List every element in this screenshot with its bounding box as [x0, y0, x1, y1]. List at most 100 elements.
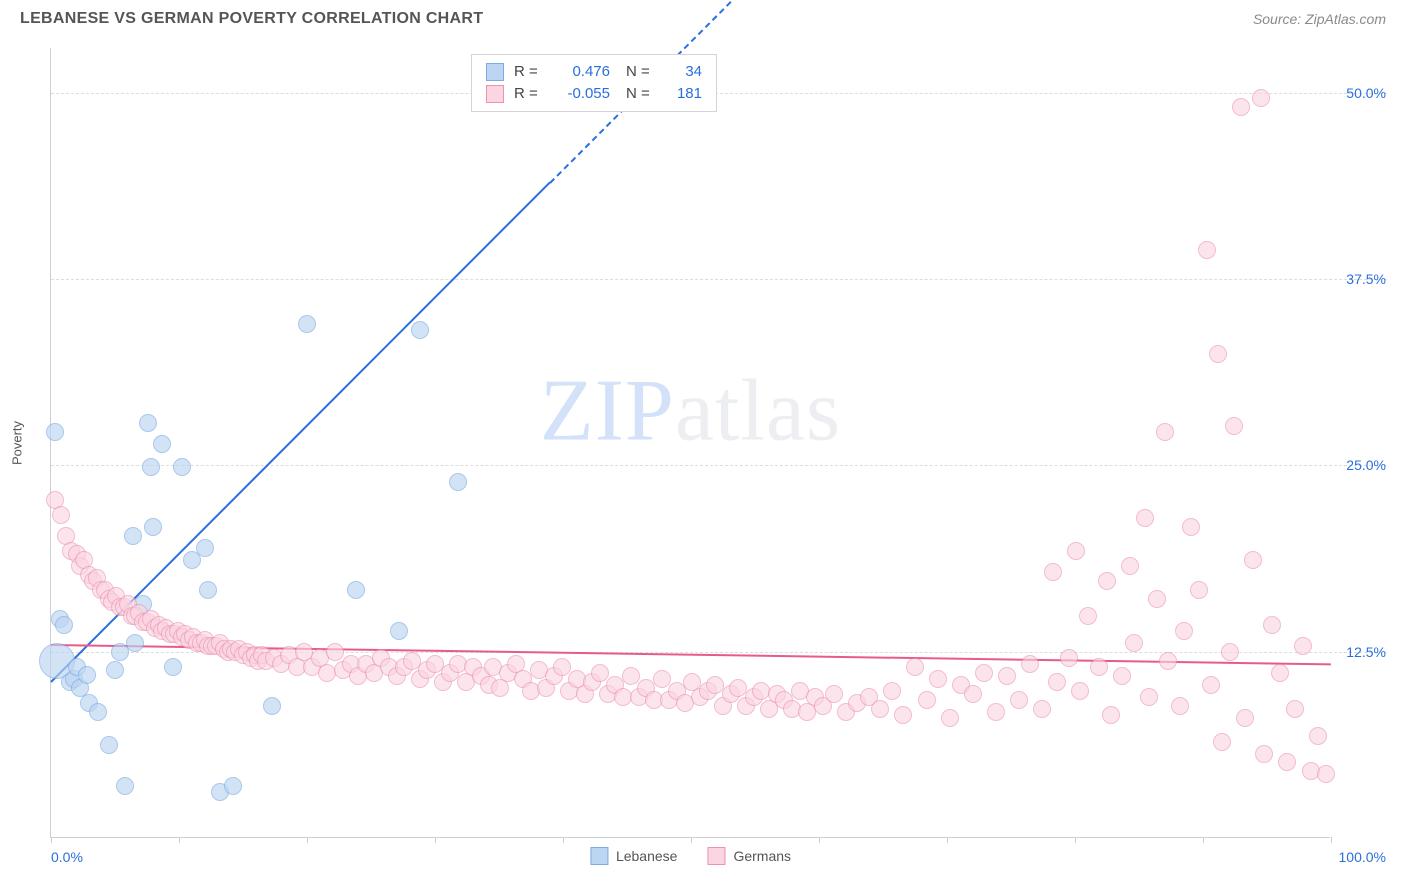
data-point-lebanese [298, 315, 316, 333]
data-point-germans [1079, 607, 1097, 625]
data-point-germans [1171, 697, 1189, 715]
data-point-lebanese [164, 658, 182, 676]
data-point-lebanese [100, 736, 118, 754]
data-point-germans [1067, 542, 1085, 560]
watermark-part2: atlas [675, 362, 841, 459]
data-point-germans [1190, 581, 1208, 599]
data-point-germans [1252, 89, 1270, 107]
data-point-lebanese [116, 777, 134, 795]
data-point-germans [1221, 643, 1239, 661]
x-tick [179, 837, 180, 843]
data-point-germans [1148, 590, 1166, 608]
data-point-germans [906, 658, 924, 676]
data-point-germans [975, 664, 993, 682]
x-tick [307, 837, 308, 843]
legend-item-0: Lebanese [590, 847, 678, 865]
data-point-germans [998, 667, 1016, 685]
data-point-lebanese [89, 703, 107, 721]
data-point-lebanese [411, 321, 429, 339]
data-point-germans [929, 670, 947, 688]
gridline-h [51, 465, 1387, 466]
data-point-lebanese [153, 435, 171, 453]
data-point-lebanese [196, 539, 214, 557]
data-point-germans [591, 664, 609, 682]
data-point-germans [1044, 563, 1062, 581]
data-point-germans [987, 703, 1005, 721]
data-point-germans [1175, 622, 1193, 640]
data-point-lebanese [142, 458, 160, 476]
data-point-germans [918, 691, 936, 709]
stats-row-series-1: R = -0.055 N = 181 [486, 83, 702, 105]
data-point-germans [1255, 745, 1273, 763]
data-point-germans [1278, 753, 1296, 771]
data-point-germans [964, 685, 982, 703]
data-point-germans [1098, 572, 1116, 590]
data-point-germans [1198, 241, 1216, 259]
data-point-germans [825, 685, 843, 703]
swatch-series-0-bottom [590, 847, 608, 865]
data-point-lebanese [126, 634, 144, 652]
data-point-lebanese [124, 527, 142, 545]
data-point-germans [1232, 98, 1250, 116]
data-point-lebanese [144, 518, 162, 536]
data-point-germans [894, 706, 912, 724]
data-point-germans [1136, 509, 1154, 527]
x-tick [819, 837, 820, 843]
stats-row-series-0: R = 0.476 N = 34 [486, 61, 702, 83]
y-tick-label: 37.5% [1346, 271, 1386, 287]
n-value-0: 34 [664, 61, 702, 83]
n-label: N = [626, 83, 654, 105]
data-point-germans [1263, 616, 1281, 634]
data-point-germans [1225, 417, 1243, 435]
data-point-germans [1244, 551, 1262, 569]
data-point-germans [1236, 709, 1254, 727]
data-point-lebanese [173, 458, 191, 476]
x-tick [691, 837, 692, 843]
x-axis-max-label: 100.0% [1339, 849, 1386, 865]
data-point-germans [1010, 691, 1028, 709]
legend-label-1: Germans [733, 848, 791, 864]
data-point-germans [1048, 673, 1066, 691]
y-axis-title: Poverty [10, 420, 25, 464]
legend-item-1: Germans [707, 847, 791, 865]
chart-title: LEBANESE VS GERMAN POVERTY CORRELATION C… [20, 10, 483, 28]
n-value-1: 181 [664, 83, 702, 105]
n-label: N = [626, 61, 654, 83]
data-point-germans [1102, 706, 1120, 724]
x-tick [51, 837, 52, 843]
x-tick [435, 837, 436, 843]
data-point-germans [622, 667, 640, 685]
data-point-germans [1271, 664, 1289, 682]
data-point-lebanese [46, 423, 64, 441]
data-point-germans [1125, 634, 1143, 652]
data-point-lebanese [106, 661, 124, 679]
data-point-germans [1159, 652, 1177, 670]
y-tick-label: 25.0% [1346, 457, 1386, 473]
source-attribution: Source: ZipAtlas.com [1253, 11, 1386, 27]
data-point-germans [1286, 700, 1304, 718]
gridline-h [51, 279, 1387, 280]
x-axis-min-label: 0.0% [51, 849, 83, 865]
legend-label-0: Lebanese [616, 848, 678, 864]
swatch-series-0 [486, 63, 504, 81]
y-tick-label: 12.5% [1346, 644, 1386, 660]
data-point-germans [1182, 518, 1200, 536]
r-value-1: -0.055 [552, 83, 610, 105]
data-point-germans [1021, 655, 1039, 673]
data-point-lebanese [449, 473, 467, 491]
swatch-series-1-bottom [707, 847, 725, 865]
data-point-germans [1317, 765, 1335, 783]
data-point-lebanese [263, 697, 281, 715]
x-tick [1075, 837, 1076, 843]
data-point-lebanese [55, 616, 73, 634]
x-tick [1331, 837, 1332, 843]
data-point-germans [871, 700, 889, 718]
data-point-lebanese [78, 666, 96, 684]
data-point-germans [883, 682, 901, 700]
y-tick-label: 50.0% [1346, 85, 1386, 101]
r-label: R = [514, 83, 542, 105]
stats-legend: R = 0.476 N = 34 R = -0.055 N = 181 [471, 54, 717, 112]
data-point-germans [1156, 423, 1174, 441]
data-point-lebanese [224, 777, 242, 795]
correlation-scatter-chart: ZIPatlas Poverty R = 0.476 N = 34 R = -0… [50, 48, 1386, 838]
